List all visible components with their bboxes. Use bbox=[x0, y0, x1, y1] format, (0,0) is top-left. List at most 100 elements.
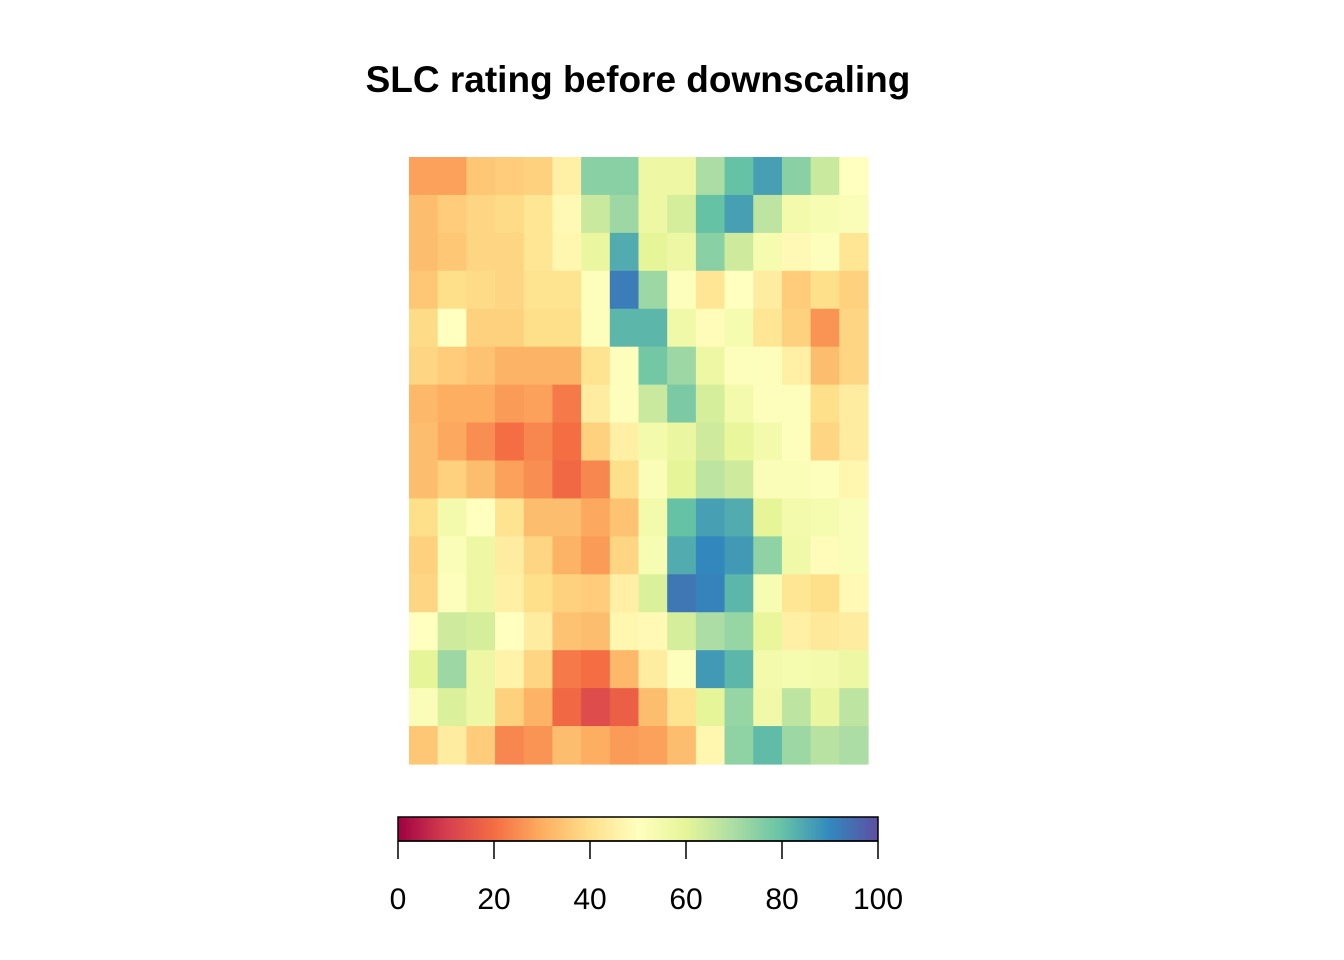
heatmap-cell bbox=[667, 308, 697, 348]
heatmap-cell bbox=[695, 650, 726, 689]
heatmap-cell bbox=[724, 650, 754, 689]
heatmap-cell bbox=[581, 308, 611, 348]
heatmap-cell bbox=[667, 270, 697, 310]
heatmap-cell bbox=[581, 726, 611, 765]
heatmap-cell bbox=[609, 612, 640, 651]
heatmap-cell bbox=[781, 270, 812, 310]
heatmap-cell bbox=[839, 536, 869, 575]
heatmap-cell bbox=[781, 574, 812, 613]
heatmap-cell bbox=[781, 612, 812, 651]
heatmap-cell bbox=[781, 232, 812, 272]
heatmap-cell bbox=[552, 232, 582, 272]
heatmap-cell bbox=[437, 346, 467, 386]
heatmap-cell bbox=[552, 612, 582, 651]
heatmap-cell bbox=[810, 157, 840, 196]
heatmap-cell bbox=[695, 157, 726, 196]
heatmap-cell bbox=[581, 536, 611, 575]
heatmap-cell bbox=[781, 194, 812, 234]
heatmap-cell bbox=[437, 270, 467, 310]
heatmap-cell bbox=[638, 308, 668, 348]
heatmap-cell bbox=[437, 726, 467, 765]
heatmap-cell bbox=[609, 270, 640, 310]
heatmap-cell bbox=[638, 536, 668, 575]
heatmap-cell bbox=[810, 422, 840, 462]
heatmap-cell bbox=[667, 194, 697, 234]
heatmap-cell bbox=[437, 384, 467, 424]
heatmap-cell bbox=[523, 346, 554, 386]
heatmap-cell bbox=[523, 157, 554, 196]
colorbar-tick-label: 100 bbox=[853, 883, 903, 916]
heatmap-cell bbox=[810, 384, 840, 424]
heatmap-cell bbox=[581, 460, 611, 500]
heatmap-cell bbox=[810, 194, 840, 234]
heatmap-cell bbox=[581, 498, 611, 537]
heatmap-cell bbox=[638, 194, 668, 234]
heatmap-cell bbox=[781, 422, 812, 462]
heatmap-cell bbox=[466, 612, 496, 651]
heatmap-cell bbox=[581, 688, 611, 727]
heatmap-cell bbox=[495, 422, 525, 462]
heatmap-cell bbox=[724, 157, 754, 196]
heatmap-cell bbox=[495, 650, 525, 689]
heatmap-cell bbox=[409, 194, 439, 234]
heatmap-cell bbox=[839, 726, 869, 765]
heatmap-cell bbox=[552, 308, 582, 348]
heatmap-cell bbox=[523, 270, 554, 310]
heatmap-cell bbox=[667, 384, 697, 424]
heatmap-cell bbox=[466, 384, 496, 424]
heatmap-cell bbox=[609, 308, 640, 348]
heatmap-cell bbox=[753, 422, 783, 462]
heatmap-cell bbox=[667, 232, 697, 272]
heatmap-cell bbox=[609, 232, 640, 272]
heatmap-cell bbox=[466, 460, 496, 500]
heatmap-cell bbox=[781, 536, 812, 575]
heatmap-cell bbox=[437, 308, 467, 348]
heatmap-cell bbox=[552, 498, 582, 537]
heatmap-cell bbox=[581, 270, 611, 310]
heatmap-cell bbox=[638, 574, 668, 613]
heatmap-cell bbox=[839, 650, 869, 689]
heatmap-cell bbox=[581, 157, 611, 196]
heatmap-cell bbox=[810, 460, 840, 500]
heatmap-cell bbox=[638, 270, 668, 310]
heatmap-cell bbox=[437, 232, 467, 272]
heatmap-cell bbox=[437, 157, 467, 196]
heatmap-cell bbox=[609, 498, 640, 537]
heatmap-cell bbox=[523, 194, 554, 234]
heatmap-cell bbox=[839, 460, 869, 500]
heatmap-cell bbox=[724, 384, 754, 424]
heatmap-cell bbox=[695, 726, 726, 765]
heatmap-cell bbox=[695, 270, 726, 310]
heatmap-cell bbox=[437, 650, 467, 689]
heatmap-cell bbox=[609, 574, 640, 613]
colorbar-tick-label: 0 bbox=[390, 883, 407, 916]
heatmap-cell bbox=[667, 612, 697, 651]
heatmap-cell bbox=[810, 726, 840, 765]
heatmap-cell bbox=[495, 460, 525, 500]
heatmap-cell bbox=[466, 308, 496, 348]
heatmap-cell bbox=[810, 612, 840, 651]
heatmap-cell bbox=[667, 726, 697, 765]
heatmap-cell bbox=[810, 346, 840, 386]
colorbar-axis: 0 20 40 60 80 100 bbox=[390, 840, 903, 916]
heatmap-cell bbox=[753, 726, 783, 765]
heatmap-cell bbox=[495, 688, 525, 727]
heatmap-cell bbox=[781, 498, 812, 537]
heatmap-cell bbox=[523, 650, 554, 689]
heatmap-cell bbox=[695, 232, 726, 272]
heatmap-cell bbox=[781, 384, 812, 424]
heatmap-cell bbox=[724, 574, 754, 613]
heatmap-cell bbox=[409, 650, 439, 689]
heatmap-cell bbox=[409, 232, 439, 272]
heatmap-cell bbox=[810, 650, 840, 689]
heatmap-cell bbox=[724, 612, 754, 651]
heatmap-cell bbox=[552, 536, 582, 575]
heatmap-cell bbox=[609, 460, 640, 500]
heatmap-cell bbox=[695, 384, 726, 424]
heatmap-cell bbox=[695, 574, 726, 613]
heatmap-cell bbox=[695, 688, 726, 727]
heatmap-cell bbox=[495, 346, 525, 386]
heatmap-cell bbox=[437, 194, 467, 234]
heatmap-cell bbox=[466, 157, 496, 196]
